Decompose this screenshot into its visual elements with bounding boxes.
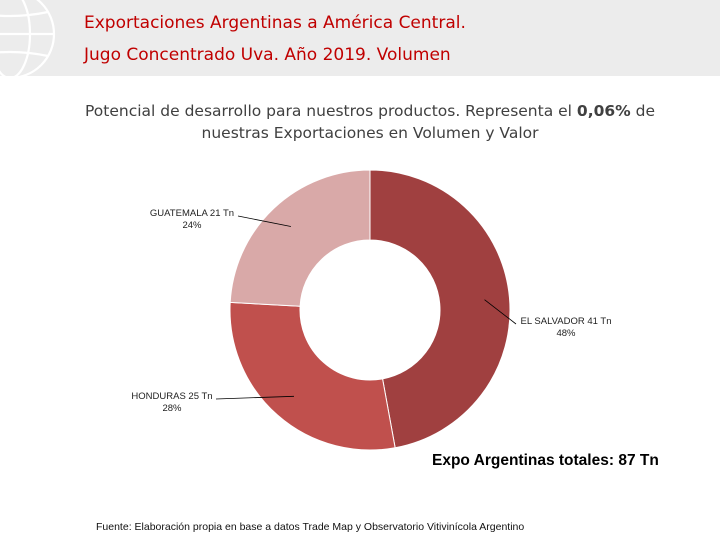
data-label-guatemala: GUATEMALA 21 Tn bbox=[150, 208, 234, 219]
chart-subtitle: Potencial de desarrollo para nuestros pr… bbox=[60, 100, 680, 144]
page-title-line-1: Exportaciones Argentinas a América Centr… bbox=[84, 13, 466, 33]
leader-line-honduras bbox=[215, 395, 294, 400]
page-title-line-2: Jugo Concentrado Uva. Año 2019. Volumen bbox=[84, 45, 451, 65]
data-label-honduras: HONDURAS 25 Tn bbox=[131, 391, 212, 402]
slice-el-salvador bbox=[369, 169, 511, 449]
total-exports-label: Expo Argentinas totales: 87 Tn bbox=[432, 452, 659, 469]
slice-guatemala bbox=[229, 169, 371, 307]
subtitle-text-after: de nuestras Exportaciones en Volumen y V… bbox=[201, 102, 655, 142]
subtitle-text-before: Potencial de desarrollo para nuestros pr… bbox=[85, 102, 577, 120]
globe-logo-icon bbox=[0, 0, 56, 76]
percent-label-guatemala: 24% bbox=[182, 220, 202, 231]
header-band bbox=[0, 0, 720, 76]
data-label-el-salvador: EL SALVADOR 41 Tn bbox=[521, 316, 612, 327]
source-note: Fuente: Elaboración propia en base a dat… bbox=[96, 521, 525, 533]
leader-line-guatemala bbox=[237, 215, 291, 227]
leader-line-el-salvador bbox=[484, 299, 517, 325]
slice-honduras bbox=[229, 301, 396, 451]
percent-label-honduras: 28% bbox=[162, 403, 182, 414]
percent-label-el-salvador: 48% bbox=[556, 328, 576, 339]
subtitle-emphasis: 0,06% bbox=[576, 102, 631, 120]
